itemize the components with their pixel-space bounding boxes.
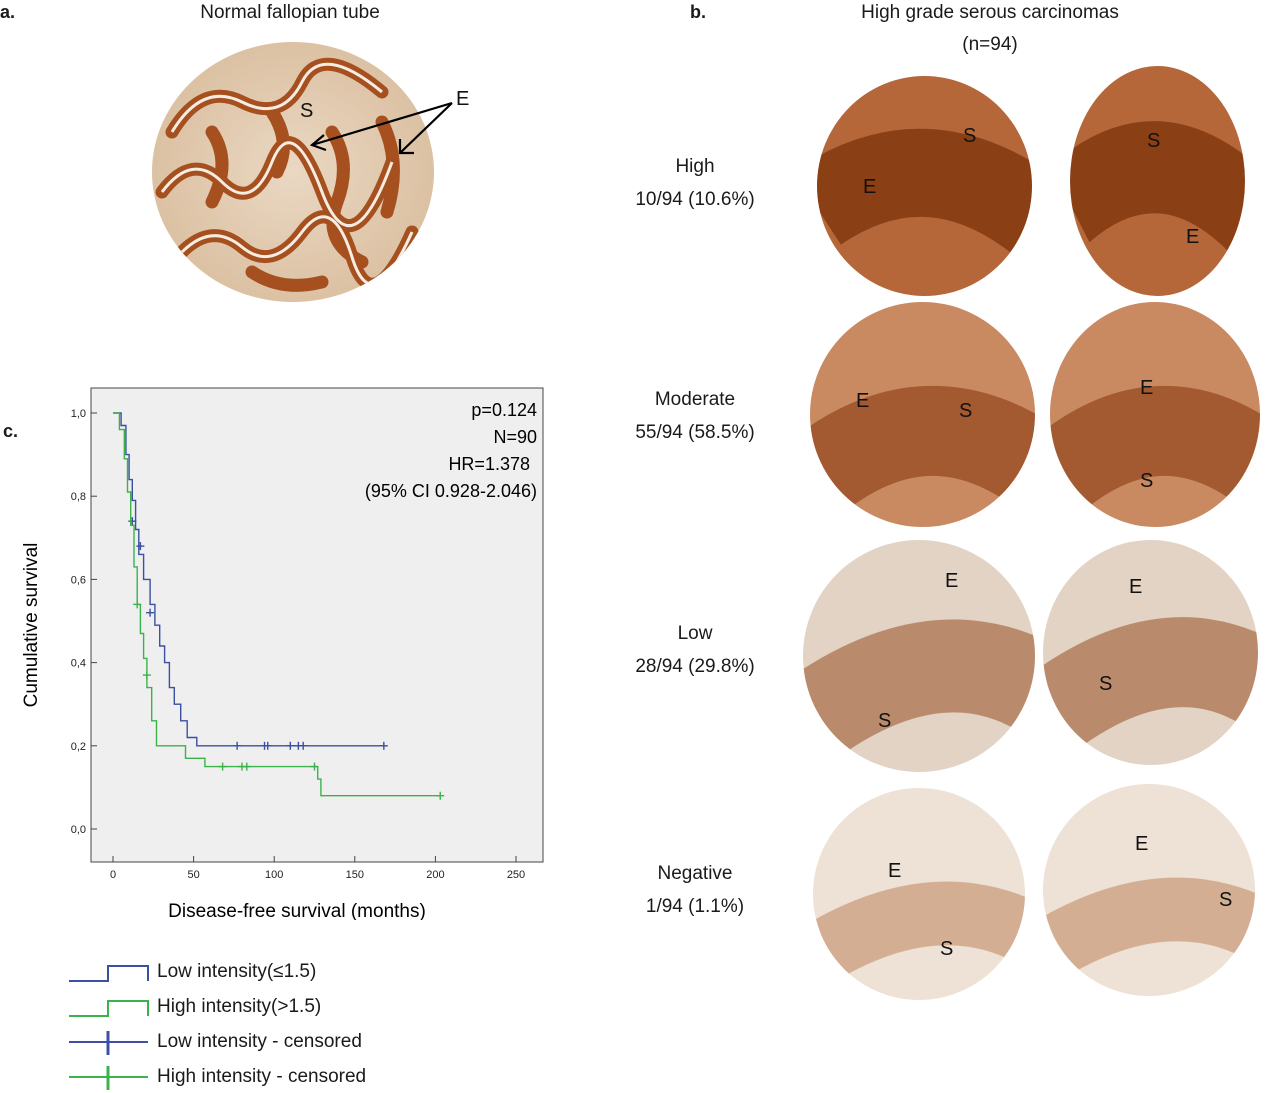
moderate-core-right [1050, 302, 1260, 527]
high-right-epithelium-marker: E [1186, 226, 1200, 248]
legend-label-low-intensity: Low intensity(≤1.5) [157, 961, 317, 982]
x-tick-label: 150 [346, 869, 364, 881]
x-tick-label: 100 [265, 869, 283, 881]
row-high-name: High [675, 156, 715, 177]
row-negative-label: Negative 1/94 (1.1%) [605, 857, 785, 923]
row-moderate-label: Moderate 55/94 (58.5%) [605, 383, 785, 449]
legend-item-low-censored: Low intensity - censored [68, 1028, 408, 1058]
low-core-right [1043, 540, 1258, 765]
panel-b-label: b. [690, 2, 706, 22]
moderate-left-epithelium-marker: E [856, 390, 870, 412]
legend-low-step-icon [69, 965, 149, 982]
legend-item-high-intensity: High intensity(>1.5) [68, 993, 408, 1023]
negative-core-right [1043, 784, 1255, 996]
y-tick-label: 0,6 [71, 574, 86, 586]
survival-chart: 0,0 0,2 0,4 0,6 0,8 1,0 0 50 100 150 200 250 p=0.12… [21, 387, 544, 920]
legend-high-step-icon [69, 1000, 149, 1017]
negative-core-left [813, 788, 1025, 1000]
row-moderate-name: Moderate [654, 389, 736, 410]
row-negative-name: Negative [657, 863, 733, 884]
stroma-marker: S [300, 100, 314, 122]
legend-label-low-censored: Low intensity - censored [157, 1031, 362, 1052]
y-tick-label: 1,0 [71, 408, 86, 420]
x-axis-label: Disease-free survival (months) [168, 901, 426, 920]
y-tick-label: 0,8 [71, 491, 86, 503]
epithelium-marker: E [456, 88, 470, 110]
series-layer [113, 412, 445, 800]
epithelium-arrows [309, 101, 453, 155]
x-tick-label: 200 [426, 869, 444, 881]
low-core-left [803, 540, 1035, 772]
high-core-right [1070, 66, 1245, 296]
panel-b-title: High grade serous carcinomas [861, 2, 1119, 23]
normal-fallopian-tube-image [152, 42, 434, 302]
panel-a-title: Normal fallopian tube [200, 2, 380, 23]
low-left-stroma-marker: S [878, 710, 892, 732]
row-negative-count: 1/94 (1.1%) [645, 896, 745, 917]
legend-low-censor-icon [69, 1031, 148, 1055]
y-tick-label: 0,4 [71, 658, 86, 670]
legend-item-low-intensity: Low intensity(≤1.5) [68, 958, 408, 988]
low-right-epithelium-marker: E [1129, 576, 1143, 598]
moderate-left-stroma-marker: S [959, 400, 973, 422]
moderate-core-left [810, 302, 1035, 527]
moderate-right-stroma-marker: S [1140, 470, 1154, 492]
row-low-count: 28/94 (29.8%) [635, 656, 755, 677]
x-tick-label: 0 [110, 869, 116, 881]
y-tick-label: 0,2 [71, 741, 86, 753]
row-low-name: Low [677, 623, 713, 644]
y-tick-label: 0,0 [71, 824, 86, 836]
high-core-left [817, 76, 1032, 296]
panel-c-label: c. [3, 421, 19, 441]
high-left-stroma-marker: S [963, 125, 977, 147]
y-axis-label: Cumulative survival [21, 543, 42, 708]
panel-b-subtitle: (n=94) [962, 34, 1018, 55]
negative-right-epithelium-marker: E [1135, 833, 1149, 855]
negative-left-stroma-marker: S [940, 938, 954, 960]
legend-label-high-censored: High intensity - censored [157, 1066, 367, 1087]
high-left-epithelium-marker: E [863, 176, 877, 198]
row-moderate-count: 55/94 (58.5%) [635, 422, 755, 443]
high-right-stroma-marker: S [1147, 130, 1161, 152]
x-tick-label: 250 [507, 869, 525, 881]
legend-high-censor-icon [69, 1066, 148, 1090]
low-left-epithelium-marker: E [945, 570, 959, 592]
plot-area [90, 387, 544, 863]
x-tick-label: 50 [187, 869, 199, 881]
km-curve-0 [113, 412, 384, 747]
row-high-count: 10/94 (10.6%) [635, 189, 755, 210]
stat-p-value: p=0.124 [471, 400, 537, 420]
km-curve-1 [113, 412, 441, 797]
legend-item-high-censored: High intensity - censored [68, 1063, 408, 1093]
stat-ci: (95% CI 0.928-2.046) [365, 481, 537, 501]
panel-a-label: a. [0, 2, 16, 22]
low-right-stroma-marker: S [1099, 673, 1113, 695]
axes: 0,0 0,2 0,4 0,6 0,8 1,0 0 50 100 150 200 250 [71, 408, 525, 881]
legend-label-high-intensity: High intensity(>1.5) [157, 996, 322, 1017]
negative-right-stroma-marker: S [1219, 889, 1233, 911]
row-low-label: Low 28/94 (29.8%) [605, 617, 785, 683]
negative-left-epithelium-marker: E [888, 860, 902, 882]
row-high-label: High 10/94 (10.6%) [605, 150, 785, 216]
moderate-right-epithelium-marker: E [1140, 377, 1154, 399]
stat-n: N=90 [493, 427, 537, 447]
stat-hr: HR=1.378 [448, 454, 530, 474]
